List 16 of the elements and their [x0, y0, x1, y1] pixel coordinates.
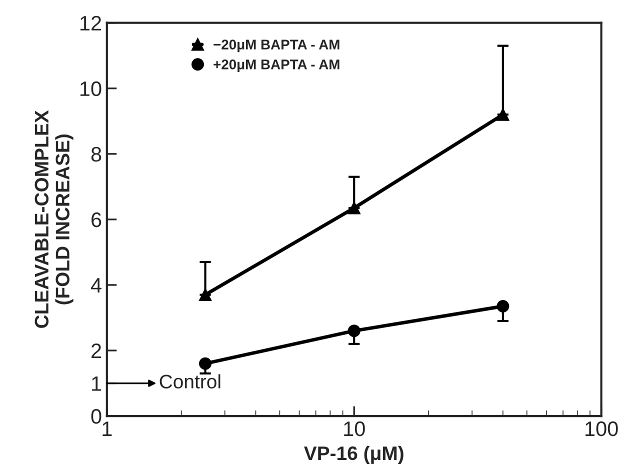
- x-tick-label: 1: [102, 422, 112, 436]
- y-tick-label: 2: [92, 343, 102, 358]
- y-tick-label: 12: [80, 16, 102, 30]
- y-tick-label: 8: [91, 146, 102, 162]
- x-tick-label: 100: [586, 421, 618, 436]
- y-tick-label: 1: [92, 376, 102, 391]
- legend-label: −20μM BAPTA - AM: [214, 40, 340, 52]
- y-axis-title: CLEAVABLE-COMPLEX (FOLD INCREASE): [34, 110, 74, 328]
- y-tick-label: 6: [92, 212, 102, 228]
- y-tick-label: 0: [91, 409, 102, 424]
- y-tick-label: 10: [80, 81, 102, 96]
- x-tick-label: 10: [344, 421, 365, 436]
- y-tick-label: 4: [90, 278, 102, 293]
- annotation: Control: [160, 374, 220, 388]
- x-axis-title: VP-16 (μM): [304, 446, 404, 464]
- legend-label: +20μM BAPTA - AM: [214, 60, 340, 72]
